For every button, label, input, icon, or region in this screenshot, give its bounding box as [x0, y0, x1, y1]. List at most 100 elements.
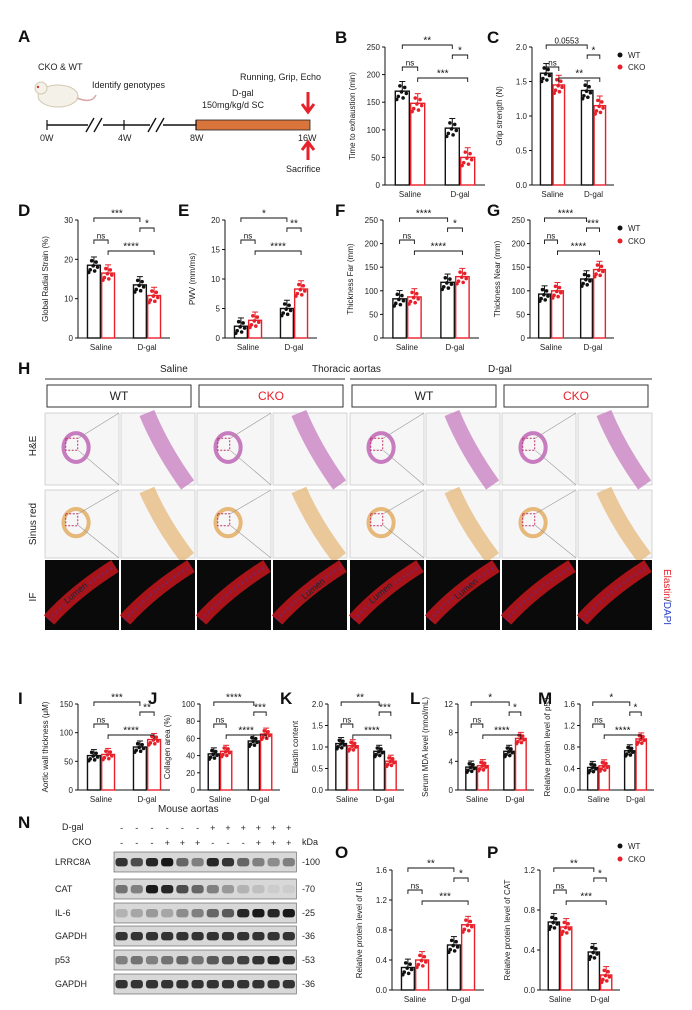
data-point	[469, 769, 474, 774]
cko-sign: -	[151, 838, 154, 848]
histology-image: Lumen	[424, 560, 500, 630]
significance-bracket	[401, 66, 419, 71]
blot-band	[161, 932, 174, 941]
histology-image	[349, 489, 425, 559]
blot-band	[145, 980, 159, 989]
data-point	[298, 287, 303, 292]
y-tick-label: 30	[64, 216, 73, 225]
protein-label: CAT	[55, 884, 73, 894]
data-point	[597, 104, 601, 109]
blot-band	[191, 956, 204, 965]
y-tick-label: 12	[444, 700, 453, 709]
bar-wt-d-gal	[580, 89, 594, 186]
data-point	[151, 294, 156, 298]
data-point	[588, 279, 592, 283]
y-tick-label: 150	[367, 98, 381, 107]
bar-cko-d-gal	[635, 738, 648, 791]
y-tick-label: 60	[186, 734, 195, 743]
data-point	[582, 272, 587, 277]
blot-band	[282, 909, 295, 918]
data-point	[153, 741, 157, 746]
data-point	[150, 289, 154, 293]
data-point	[506, 749, 511, 754]
y-tick-label: 150	[60, 700, 74, 709]
bar-wt-saline	[394, 90, 410, 186]
data-point	[468, 919, 473, 924]
histology-image	[195, 560, 271, 630]
significance-bracket	[139, 227, 155, 232]
data-point	[227, 750, 232, 755]
y-axis-label: Elastin content	[291, 720, 300, 773]
data-point	[469, 157, 474, 162]
data-point	[376, 749, 381, 754]
data-point	[637, 733, 642, 738]
blot-band	[282, 980, 295, 989]
data-point	[210, 748, 214, 753]
data-point	[449, 127, 454, 131]
data-point	[379, 747, 383, 751]
blot-band	[130, 980, 143, 989]
data-point	[547, 73, 552, 78]
data-point	[639, 741, 644, 745]
svg-text:WT: WT	[628, 224, 641, 233]
data-point	[600, 760, 605, 765]
significance-bracket	[340, 723, 354, 728]
x-tick-label: Saline	[404, 995, 427, 1004]
significance-bracket	[592, 723, 605, 728]
kda-marker: -70	[302, 884, 315, 894]
significance-label: ****	[431, 242, 447, 253]
data-point	[448, 121, 452, 125]
significance-bracket	[213, 723, 227, 728]
data-point	[354, 745, 358, 749]
data-point	[377, 753, 382, 758]
blot-band	[206, 885, 219, 894]
group-dgal-label: D-gal	[488, 364, 512, 375]
data-point	[140, 742, 144, 747]
significance-label: **	[356, 693, 364, 704]
data-point	[593, 767, 598, 771]
significance-label: ****	[123, 726, 139, 737]
significance-bracket	[470, 723, 484, 728]
column-header-cko: CKO	[563, 389, 589, 403]
blot-band	[206, 980, 219, 989]
data-point	[601, 269, 605, 274]
data-point	[401, 96, 405, 100]
panel-letter-a: A	[18, 27, 30, 46]
blot-band	[237, 858, 250, 867]
y-tick-label: 100	[182, 700, 196, 709]
y-tick-label: 0	[374, 334, 379, 343]
data-point	[297, 282, 301, 287]
data-point	[154, 290, 159, 295]
blot-row-p53: p53 -53	[55, 949, 315, 971]
data-point	[626, 745, 630, 750]
blot-band	[206, 909, 219, 918]
data-point	[91, 264, 95, 268]
data-point	[460, 163, 464, 168]
y-tick-label: 1.0	[312, 743, 324, 752]
y-axis-label: Aortic wall thickness (μM)	[41, 701, 50, 792]
dgal-sign: +	[210, 823, 215, 833]
data-point	[601, 764, 606, 769]
data-point	[403, 961, 408, 965]
data-point	[104, 749, 108, 753]
panel-letter-i: I	[18, 689, 23, 708]
dgal-label: D-gal	[232, 88, 254, 98]
data-point	[555, 77, 559, 82]
western-blot-panel: N Mouse aortas D-gal CKO kDa - - - - - - + + + + +…	[18, 804, 320, 995]
data-point	[628, 753, 633, 757]
data-point	[591, 950, 595, 955]
y-tick-label: 0.5	[312, 765, 324, 774]
data-point	[603, 973, 608, 978]
panel-letter-k: K	[280, 689, 293, 708]
cko-sign: +	[165, 838, 170, 848]
blot-band	[252, 885, 265, 894]
data-point	[138, 288, 143, 293]
significance-bracket	[352, 734, 392, 739]
data-point	[466, 768, 470, 773]
timeline-panel: A CKO & WT Identify genotypes D-gal 150m…	[18, 27, 321, 174]
data-point	[551, 920, 555, 925]
blot-band	[267, 932, 280, 941]
dgal-sign: +	[286, 823, 291, 833]
panel-letter-n: N	[18, 813, 30, 832]
y-axis-label: Relative protein level of p53	[543, 697, 552, 796]
